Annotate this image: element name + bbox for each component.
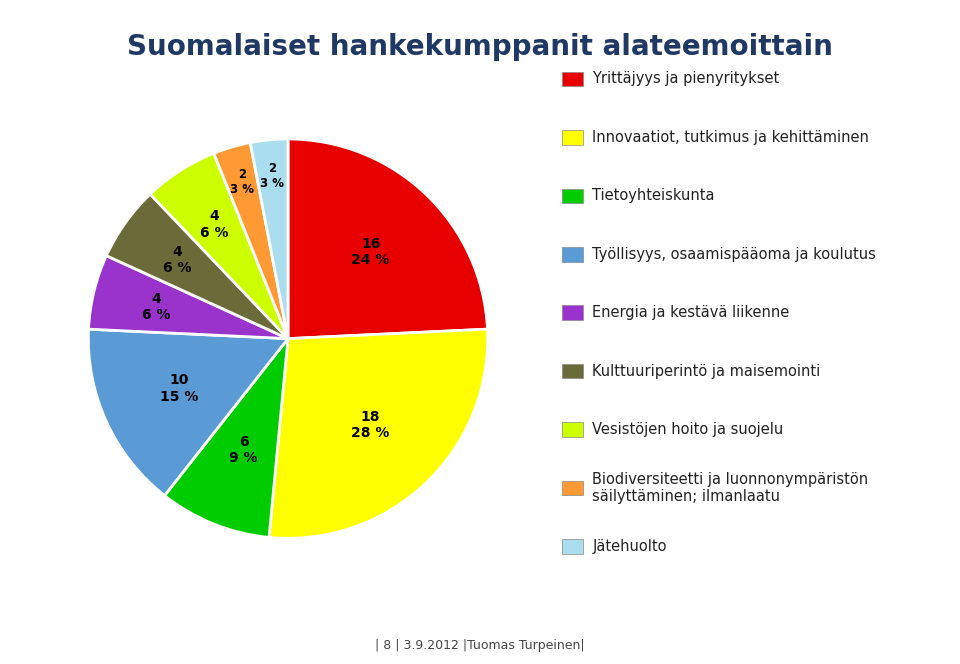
Text: 4
6 %: 4 6 % bbox=[142, 291, 170, 322]
Wedge shape bbox=[251, 139, 288, 339]
Text: Biodiversiteetti ja luonnonympäristön
säilyttäminen; ilmanlaatu: Biodiversiteetti ja luonnonympäristön sä… bbox=[592, 472, 869, 504]
Wedge shape bbox=[164, 339, 288, 537]
Text: 2
3 %: 2 3 % bbox=[229, 167, 253, 195]
Wedge shape bbox=[107, 194, 288, 339]
Text: Työllisyys, osaamispääoma ja koulutus: Työllisyys, osaamispääoma ja koulutus bbox=[592, 247, 876, 262]
Text: Energia ja kestävä liikenne: Energia ja kestävä liikenne bbox=[592, 305, 789, 320]
Text: Vesistöjen hoito ja suojelu: Vesistöjen hoito ja suojelu bbox=[592, 422, 783, 437]
Text: 4
6 %: 4 6 % bbox=[201, 209, 228, 240]
Wedge shape bbox=[269, 329, 488, 539]
Text: 2
3 %: 2 3 % bbox=[260, 161, 284, 190]
Text: Jätehuolto: Jätehuolto bbox=[592, 539, 667, 554]
Wedge shape bbox=[88, 329, 288, 495]
Text: Tietoyhteiskunta: Tietoyhteiskunta bbox=[592, 189, 715, 203]
Wedge shape bbox=[214, 143, 288, 339]
Text: 4
6 %: 4 6 % bbox=[163, 245, 192, 275]
Text: | 8 | 3.9.2012 |Tuomas Turpeinen|: | 8 | 3.9.2012 |Tuomas Turpeinen| bbox=[375, 639, 585, 652]
Wedge shape bbox=[88, 256, 288, 339]
Text: Yrittäjyys ja pienyritykset: Yrittäjyys ja pienyritykset bbox=[592, 72, 780, 86]
Text: 6
9 %: 6 9 % bbox=[229, 435, 257, 465]
Text: 16
24 %: 16 24 % bbox=[351, 237, 390, 267]
Text: 10
15 %: 10 15 % bbox=[159, 373, 198, 404]
Wedge shape bbox=[288, 139, 488, 339]
Text: Kulttuuriperintö ja maisemointi: Kulttuuriperintö ja maisemointi bbox=[592, 364, 821, 378]
Text: 18
28 %: 18 28 % bbox=[351, 410, 390, 440]
Wedge shape bbox=[150, 153, 288, 339]
Text: Innovaatiot, tutkimus ja kehittäminen: Innovaatiot, tutkimus ja kehittäminen bbox=[592, 130, 869, 145]
Text: Suomalaiset hankekumppanit alateemoittain: Suomalaiset hankekumppanit alateemoittai… bbox=[127, 33, 833, 61]
